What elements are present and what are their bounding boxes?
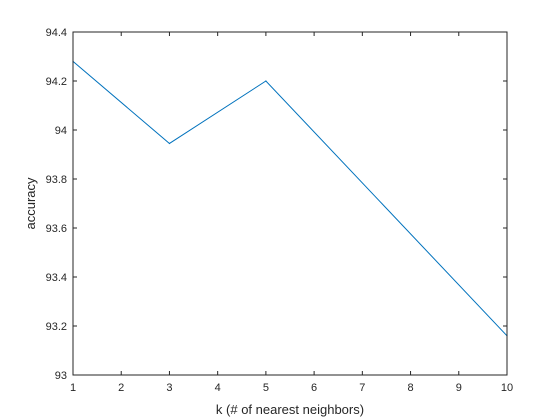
y-tick-label-93.2: 93.2 bbox=[46, 321, 67, 333]
x-tick-label-7: 7 bbox=[359, 382, 365, 394]
x-axis-ticks: 1 2 3 4 5 6 7 8 9 10 bbox=[70, 32, 513, 394]
axes-box bbox=[72, 31, 508, 376]
x-tick-label-4: 4 bbox=[215, 382, 221, 394]
y-tick-label-94.4: 94.4 bbox=[46, 27, 67, 39]
x-tick-label-10: 10 bbox=[501, 382, 513, 394]
x-tick-label-9: 9 bbox=[456, 382, 462, 394]
series-line-0 bbox=[72, 61, 508, 337]
x-tick-label-1: 1 bbox=[70, 382, 76, 394]
x-axis-label: k (# of nearest neighbors) bbox=[216, 402, 364, 417]
series-point-0-2 bbox=[265, 80, 267, 82]
x-tick-label-3: 3 bbox=[166, 382, 172, 394]
x-tick-label-8: 8 bbox=[407, 382, 413, 394]
y-tick-label-93.6: 93.6 bbox=[46, 223, 67, 235]
y-tick-label-93.8: 93.8 bbox=[46, 174, 67, 186]
y-axis-label: accuracy bbox=[23, 177, 38, 230]
y-tick-label-93.4: 93.4 bbox=[46, 272, 67, 284]
series-point-0-1 bbox=[168, 142, 171, 145]
x-tick-label-5: 5 bbox=[263, 382, 269, 394]
plot-area bbox=[73, 32, 507, 375]
x-tick-label-2: 2 bbox=[118, 382, 124, 394]
y-tick-label-93: 93 bbox=[55, 370, 67, 382]
y-tick-label-94: 94 bbox=[55, 125, 67, 137]
y-tick-label-94.2: 94.2 bbox=[46, 76, 67, 88]
y-axis-ticks: 93 93.2 93.4 93.6 93.8 94 94.2 94.4 bbox=[46, 27, 507, 382]
x-tick-label-6: 6 bbox=[311, 382, 317, 394]
